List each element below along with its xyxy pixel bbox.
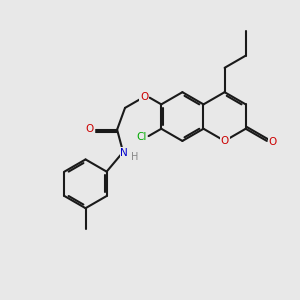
Text: O: O xyxy=(140,92,148,102)
Text: O: O xyxy=(86,124,94,134)
Text: O: O xyxy=(268,137,277,147)
Text: Cl: Cl xyxy=(136,132,147,142)
Text: H: H xyxy=(131,152,138,162)
Text: N: N xyxy=(120,148,128,158)
Text: O: O xyxy=(220,136,229,146)
